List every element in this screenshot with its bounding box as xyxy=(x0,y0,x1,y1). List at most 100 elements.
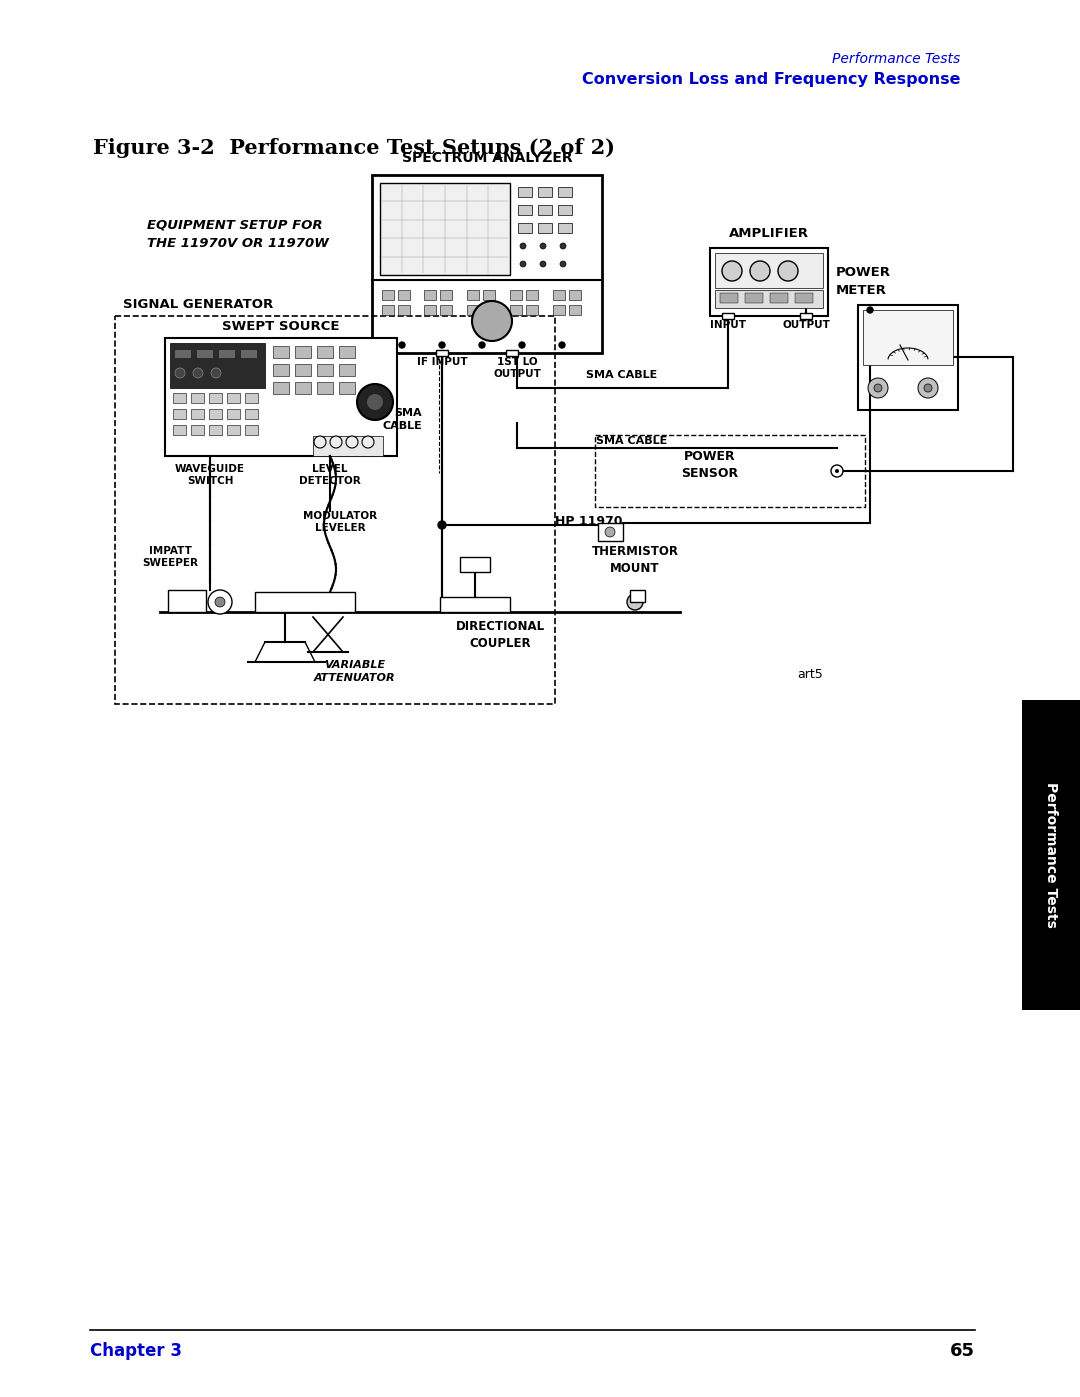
Bar xyxy=(273,381,289,394)
Text: SWITCH: SWITCH xyxy=(187,476,233,486)
Bar xyxy=(241,351,257,358)
Circle shape xyxy=(357,384,393,420)
Bar xyxy=(227,393,240,402)
Bar xyxy=(553,291,565,300)
Circle shape xyxy=(918,379,939,398)
Bar xyxy=(191,425,204,434)
Circle shape xyxy=(438,521,446,529)
Circle shape xyxy=(480,342,485,348)
Bar xyxy=(380,183,510,275)
Text: OUTPUT: OUTPUT xyxy=(494,369,541,379)
Bar xyxy=(245,425,258,434)
Bar xyxy=(1022,700,1080,1010)
Bar xyxy=(518,205,532,215)
Text: COUPLER: COUPLER xyxy=(469,637,530,650)
Circle shape xyxy=(519,243,526,249)
Text: Conversion Loss and Frequency Response: Conversion Loss and Frequency Response xyxy=(581,73,960,87)
Bar xyxy=(318,346,333,358)
Bar xyxy=(863,310,953,365)
Bar xyxy=(467,305,480,314)
Circle shape xyxy=(330,436,342,448)
Bar xyxy=(382,291,394,300)
Circle shape xyxy=(835,469,839,474)
Text: DETECTOR: DETECTOR xyxy=(299,476,361,486)
Circle shape xyxy=(208,590,232,615)
Bar xyxy=(255,592,355,612)
Text: HP 11970: HP 11970 xyxy=(555,515,622,528)
Bar xyxy=(210,393,222,402)
Bar xyxy=(424,305,436,314)
Circle shape xyxy=(519,261,526,267)
Bar xyxy=(173,425,186,434)
Bar xyxy=(800,313,812,319)
Bar xyxy=(440,597,510,612)
Text: POWER: POWER xyxy=(685,450,735,462)
Bar xyxy=(191,393,204,402)
Text: Figure 3-2  Performance Test Setups (2 of 2): Figure 3-2 Performance Test Setups (2 of… xyxy=(93,138,615,158)
Text: MOUNT: MOUNT xyxy=(610,562,660,576)
Circle shape xyxy=(868,379,888,398)
Bar xyxy=(538,205,552,215)
Circle shape xyxy=(559,342,565,348)
Circle shape xyxy=(778,261,798,281)
Bar xyxy=(295,381,311,394)
Circle shape xyxy=(831,465,843,476)
Text: EQUIPMENT SETUP FOR: EQUIPMENT SETUP FOR xyxy=(147,218,323,231)
Text: MODULATOR: MODULATOR xyxy=(302,511,377,521)
Bar xyxy=(168,590,206,612)
Text: IF INPUT: IF INPUT xyxy=(417,358,468,367)
Text: SPECTRUM ANALYZER: SPECTRUM ANALYZER xyxy=(402,151,572,165)
Circle shape xyxy=(540,243,546,249)
Bar xyxy=(467,291,480,300)
Bar xyxy=(295,365,311,376)
Bar xyxy=(313,436,383,455)
Circle shape xyxy=(314,436,326,448)
Text: SMA: SMA xyxy=(394,408,422,418)
Text: SMA CABLE: SMA CABLE xyxy=(596,436,667,446)
Bar xyxy=(339,365,355,376)
Circle shape xyxy=(867,307,873,313)
Bar xyxy=(595,434,865,507)
Bar xyxy=(795,293,813,303)
Bar xyxy=(399,291,410,300)
Bar xyxy=(173,409,186,419)
Bar xyxy=(715,253,823,288)
Text: SMA CABLE: SMA CABLE xyxy=(586,370,658,380)
Bar xyxy=(245,393,258,402)
Bar xyxy=(710,249,828,316)
Bar xyxy=(483,291,495,300)
Text: INPUT: INPUT xyxy=(710,320,746,330)
Bar xyxy=(191,409,204,419)
Bar xyxy=(210,425,222,434)
Text: LEVELER: LEVELER xyxy=(314,522,365,534)
Text: art5: art5 xyxy=(797,668,823,680)
Bar xyxy=(715,291,823,307)
Circle shape xyxy=(627,594,643,610)
Text: WAVEGUIDE: WAVEGUIDE xyxy=(175,464,245,474)
Bar xyxy=(558,205,572,215)
Circle shape xyxy=(540,261,546,267)
Bar xyxy=(295,346,311,358)
Text: ATTENUATOR: ATTENUATOR xyxy=(314,673,395,683)
Text: CABLE: CABLE xyxy=(382,420,422,432)
Bar xyxy=(382,305,394,314)
Bar xyxy=(245,409,258,419)
Circle shape xyxy=(750,261,770,281)
Circle shape xyxy=(367,394,383,409)
Text: SIGNAL GENERATOR: SIGNAL GENERATOR xyxy=(123,298,273,312)
Circle shape xyxy=(519,342,525,348)
Bar xyxy=(219,351,235,358)
Circle shape xyxy=(175,367,185,379)
Circle shape xyxy=(605,527,615,536)
Bar xyxy=(318,365,333,376)
Circle shape xyxy=(472,300,512,341)
Circle shape xyxy=(346,436,357,448)
Bar xyxy=(723,313,734,319)
Bar xyxy=(173,393,186,402)
Bar xyxy=(526,291,538,300)
Bar xyxy=(197,351,213,358)
Bar xyxy=(114,316,555,704)
Text: THE 11970V OR 11970W: THE 11970V OR 11970W xyxy=(147,237,329,250)
Circle shape xyxy=(399,342,405,348)
Circle shape xyxy=(211,367,221,379)
